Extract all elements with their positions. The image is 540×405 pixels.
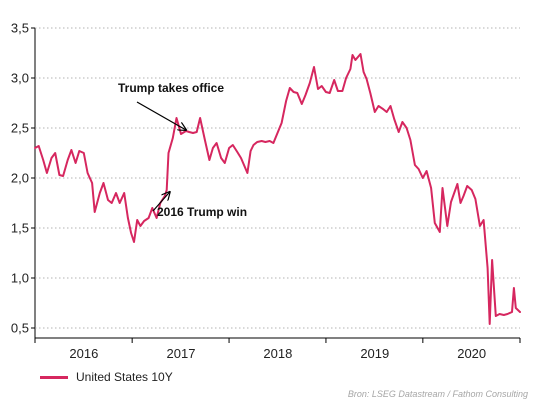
legend: United States 10Y [40, 370, 173, 384]
y-tick-label: 2,0 [11, 171, 29, 186]
source-note: Bron: LSEG Datastream / Fathom Consultin… [347, 389, 528, 399]
y-tick-label: 3,5 [11, 21, 29, 36]
series-line-united-states-10y [34, 53, 521, 325]
plot-frame [34, 28, 520, 339]
y-tick-label: 1,0 [11, 271, 29, 286]
annotation-2016-trump-win: 2016 Trump win [152, 192, 247, 219]
y-tick-label: 1,5 [11, 221, 29, 236]
y-tick-label: 0,5 [11, 321, 29, 336]
x-tick-label: 2020 [457, 346, 486, 361]
x-tick-label: 2016 [69, 346, 98, 361]
annotation-trump-takes-office-label: Trump takes office [118, 81, 224, 95]
legend-swatch [40, 375, 68, 379]
legend-label: United States 10Y [76, 370, 173, 384]
x-axis: 2016 2017 2018 2019 2020 [34, 338, 521, 361]
y-tick-label: 2,5 [11, 121, 29, 136]
y-axis: 0,5 1,0 1,5 2,0 2,5 3,0 3,5 [11, 21, 35, 336]
annotation-2016-trump-win-arrow [152, 192, 170, 212]
x-tick-label: 2018 [263, 346, 292, 361]
gridlines [35, 27, 520, 329]
x-tick-label: 2017 [167, 346, 196, 361]
annotation-trump-takes-office: Trump takes office [118, 81, 224, 130]
y-tick-label: 3,0 [11, 71, 29, 86]
annotation-trump-takes-office-arrow [136, 101, 186, 130]
x-tick-label: 2019 [360, 346, 389, 361]
annotation-2016-trump-win-label: 2016 Trump win [157, 205, 247, 219]
